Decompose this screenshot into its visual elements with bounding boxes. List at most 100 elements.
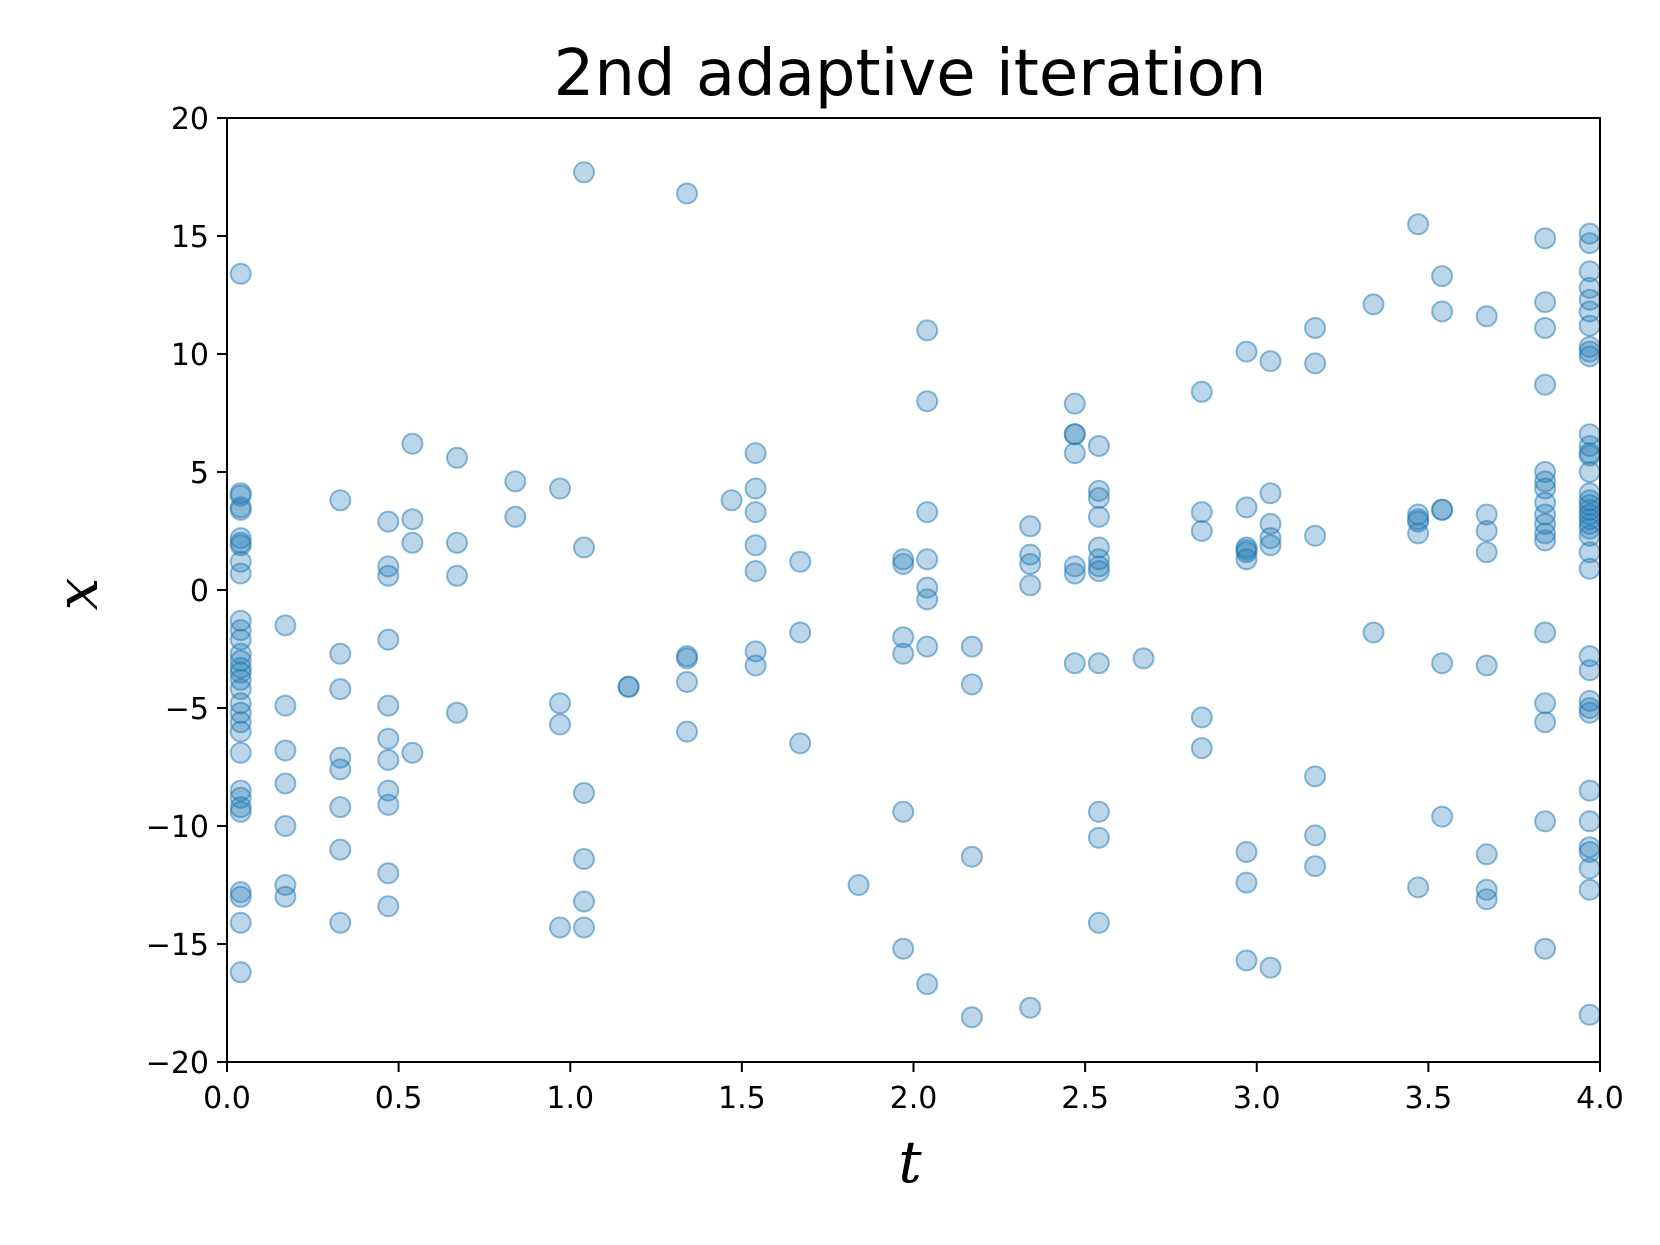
data-point-39 bbox=[329, 489, 352, 512]
data-point-110 bbox=[916, 973, 939, 996]
x-tick-label: 2.5 bbox=[1061, 1081, 1109, 1116]
data-point-123 bbox=[1063, 442, 1086, 465]
data-point-124 bbox=[1063, 555, 1086, 578]
x-tick-label: 3.5 bbox=[1405, 1081, 1453, 1116]
data-point-55 bbox=[377, 793, 400, 816]
data-point-131 bbox=[1087, 536, 1110, 559]
data-point-151 bbox=[1235, 841, 1258, 863]
data-point-85 bbox=[720, 489, 743, 512]
data-point-22 bbox=[229, 720, 252, 743]
data-point-113 bbox=[960, 845, 983, 868]
y-tick-label: 15 bbox=[171, 220, 209, 255]
data-point-24 bbox=[229, 779, 252, 802]
data-point-90 bbox=[744, 560, 767, 583]
data-point-201 bbox=[1534, 692, 1557, 715]
data-point-33 bbox=[274, 694, 297, 717]
y-tick-label: −10 bbox=[146, 810, 209, 845]
data-point-127 bbox=[1087, 435, 1110, 457]
data-point-242 bbox=[1578, 1003, 1601, 1026]
data-point-83 bbox=[676, 671, 698, 693]
data-point-172 bbox=[1407, 522, 1430, 545]
data-point-29 bbox=[229, 885, 252, 908]
x-tick-label: 0.0 bbox=[203, 1081, 251, 1116]
data-point-153 bbox=[1235, 949, 1258, 972]
data-point-49 bbox=[377, 564, 400, 587]
data-point-180 bbox=[1475, 305, 1498, 328]
data-point-42 bbox=[329, 746, 352, 769]
data-point-62 bbox=[446, 446, 468, 469]
data-point-129 bbox=[1087, 487, 1110, 509]
y-tick-label: −15 bbox=[146, 928, 209, 963]
data-point-95 bbox=[789, 732, 812, 755]
data-point-93 bbox=[789, 550, 812, 573]
y-tick-label: −20 bbox=[146, 1046, 209, 1081]
data-point-75 bbox=[573, 848, 595, 870]
data-point-166 bbox=[1362, 293, 1385, 316]
y-tick-label: −5 bbox=[165, 692, 209, 727]
data-point-112 bbox=[960, 673, 983, 696]
data-point-241 bbox=[1578, 878, 1601, 901]
data-point-102 bbox=[892, 937, 915, 960]
data-point-128 bbox=[1087, 479, 1110, 502]
x-tick-label: 4.0 bbox=[1576, 1081, 1624, 1116]
data-point-50 bbox=[377, 628, 400, 651]
data-point-118 bbox=[1019, 574, 1042, 597]
data-point-38 bbox=[274, 885, 297, 908]
data-point-104 bbox=[916, 390, 939, 413]
data-point-9 bbox=[229, 562, 252, 585]
data-point-44 bbox=[329, 796, 352, 819]
data-point-43 bbox=[329, 758, 352, 781]
data-point-64 bbox=[446, 564, 468, 587]
data-point-206 bbox=[1578, 232, 1601, 255]
data-point-235 bbox=[1578, 701, 1601, 724]
data-point-230 bbox=[1578, 557, 1601, 580]
data-point-56 bbox=[377, 862, 400, 885]
x-axis-label: t bbox=[898, 1128, 922, 1196]
data-point-96 bbox=[847, 874, 870, 896]
data-point-34 bbox=[274, 739, 297, 762]
data-point-100 bbox=[892, 642, 915, 665]
data-point-164 bbox=[1304, 824, 1327, 847]
data-point-99 bbox=[892, 626, 915, 649]
data-point-120 bbox=[1063, 392, 1086, 415]
data-point-150 bbox=[1235, 548, 1258, 571]
data-point-53 bbox=[377, 748, 400, 771]
data-point-139 bbox=[1132, 647, 1155, 670]
data-point-80 bbox=[676, 182, 698, 205]
data-point-69 bbox=[549, 692, 571, 715]
data-point-171 bbox=[1407, 510, 1430, 533]
data-point-189 bbox=[1534, 291, 1557, 314]
data-point-158 bbox=[1259, 534, 1282, 557]
data-point-200 bbox=[1534, 621, 1557, 644]
data-point-144 bbox=[1190, 737, 1213, 760]
y-tick-label: 0 bbox=[190, 574, 209, 609]
data-point-140 bbox=[1190, 380, 1213, 403]
data-point-60 bbox=[401, 531, 424, 554]
data-point-143 bbox=[1190, 706, 1213, 729]
data-point-211 bbox=[1578, 314, 1601, 337]
data-point-89 bbox=[744, 534, 767, 557]
data-point-109 bbox=[916, 635, 939, 658]
plot-area-frame bbox=[226, 117, 1601, 1063]
data-point-174 bbox=[1431, 265, 1454, 288]
data-point-36 bbox=[274, 815, 297, 837]
data-point-232 bbox=[1578, 659, 1601, 682]
data-point-4 bbox=[229, 498, 252, 521]
data-point-35 bbox=[274, 772, 297, 795]
data-point-137 bbox=[1087, 826, 1110, 849]
data-point-145 bbox=[1235, 340, 1258, 363]
data-point-191 bbox=[1534, 373, 1557, 396]
data-point-66 bbox=[504, 470, 527, 493]
data-point-132 bbox=[1087, 548, 1110, 571]
data-point-163 bbox=[1304, 765, 1327, 788]
data-point-14 bbox=[229, 649, 252, 672]
data-point-134 bbox=[1087, 560, 1110, 583]
x-tick-label: 1.0 bbox=[546, 1081, 594, 1116]
data-point-41 bbox=[329, 678, 352, 701]
data-point-130 bbox=[1087, 505, 1110, 528]
data-point-179 bbox=[1431, 805, 1454, 828]
x-tick-label: 1.5 bbox=[718, 1081, 766, 1116]
data-point-65 bbox=[446, 701, 468, 724]
data-point-214 bbox=[1578, 345, 1601, 368]
